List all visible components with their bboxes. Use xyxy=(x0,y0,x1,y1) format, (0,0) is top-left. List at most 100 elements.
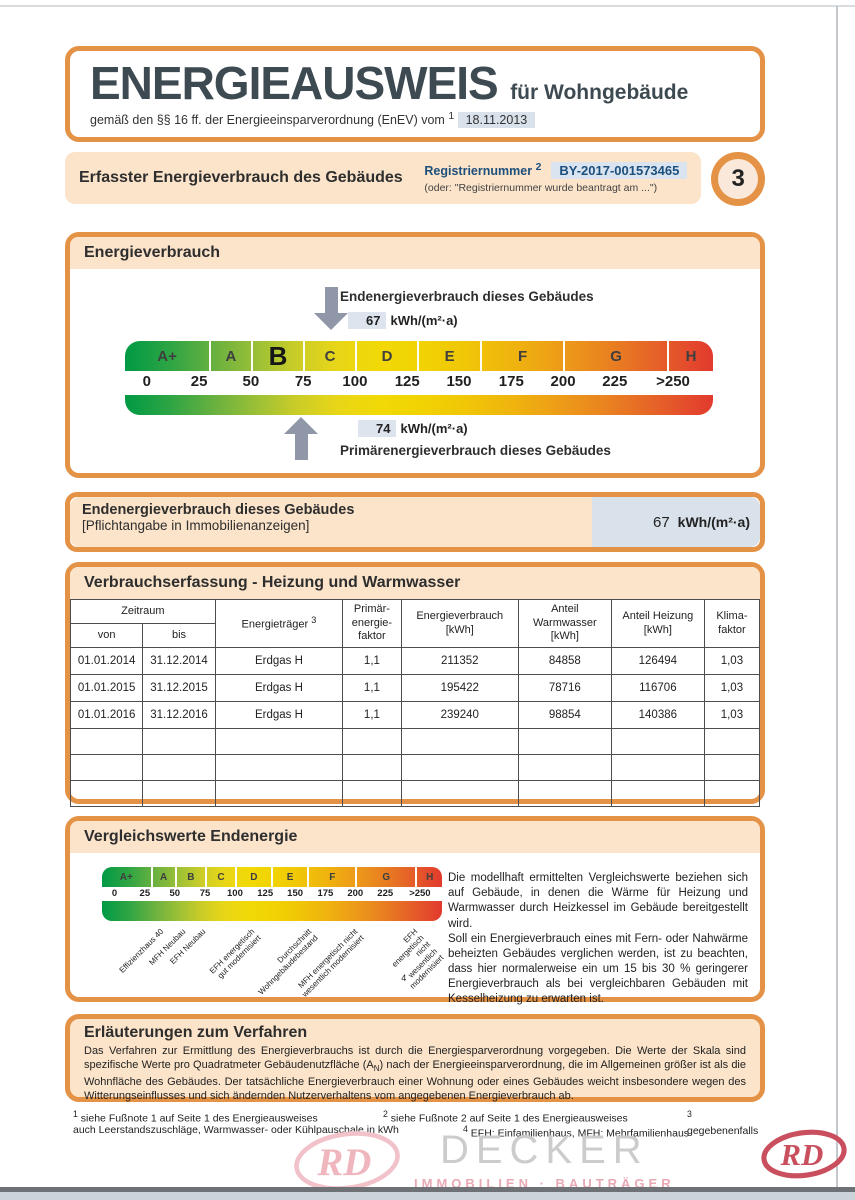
col-header-bis: bis xyxy=(142,623,216,648)
cell-primaerfaktor: 1,1 xyxy=(342,701,402,729)
cell-primaerfaktor: 1,1 xyxy=(342,674,402,702)
gradient-band xyxy=(125,395,713,415)
end-energy-value: 67 kWh/(m²·a) xyxy=(348,312,458,329)
cell-energietraeger: Erdgas H xyxy=(214,701,344,729)
rd-logo-icon: RD xyxy=(761,1129,847,1179)
comparison-scale: A+ A B C D E F G H 0 25 50 75 xyxy=(102,867,442,921)
class-segment-h: H xyxy=(667,341,713,371)
col-header-heizung: Anteil Heizung [kWh] xyxy=(610,599,705,648)
consumption-table-title: Verbrauchserfassung - Heizung und Warmwa… xyxy=(70,567,760,599)
primary-energy-label: Primärenergieverbrauch dieses Gebäudes xyxy=(340,443,611,458)
cell-heizung: 116706 xyxy=(610,674,705,702)
document-title: ENERGIEAUSWEIS xyxy=(90,57,499,109)
mini-tick: 25 xyxy=(139,888,151,899)
scale-tick: >250 xyxy=(656,373,690,390)
footnote-4: 4 EFH: Einfamilienhaus, MFH: Mehrfamilie… xyxy=(463,1124,690,1140)
law-reference-line: gemäß den §§ 16 ff. der Energieeinsparve… xyxy=(90,111,740,129)
cell-von: 01.01.2016 xyxy=(69,701,144,729)
header-box: ENERGIEAUSWEIS für Wohngebäude gemäß den… xyxy=(65,46,765,142)
mini-segment-c: C xyxy=(204,867,235,887)
mini-tick: 50 xyxy=(169,888,181,899)
col-header-primaerfaktor: Primär- energie- faktor xyxy=(342,599,402,648)
comparison-benchmark-labels: Effizienzhaus 40 MFH Neubau EFH Neubau E… xyxy=(102,925,445,999)
mini-segment-a: A xyxy=(150,867,175,887)
explanations-title: Erläuterungen zum Verfahren xyxy=(84,1024,308,1041)
scan-edge-bottom-light xyxy=(0,1192,855,1200)
comparison-body: A+ A B C D E F G H 0 25 50 75 xyxy=(70,853,760,1005)
brand-text: DECKER IMMOBILIEN · BAUTRÄGER xyxy=(414,1130,675,1191)
footnote-1: 1 siehe Fußnote 1 auf Seite 1 des Energi… xyxy=(73,1109,318,1125)
end-energy-number: 67 xyxy=(348,312,387,329)
footnote-2: 2 siehe Fußnote 2 auf Seite 1 des Energi… xyxy=(383,1109,628,1125)
mini-tick: 175 xyxy=(317,888,334,899)
table-row: 01.01.2016 31.12.2016 Erdgas H 1,1 23924… xyxy=(69,701,761,729)
scan-edge-right xyxy=(836,6,838,1188)
page-number-badge: 3 xyxy=(711,152,765,206)
scan-edge-bottom xyxy=(0,1187,855,1192)
energy-consumption-title: Energieverbrauch xyxy=(70,237,760,269)
table-row-empty xyxy=(69,728,761,755)
svg-text:RD: RD xyxy=(316,1141,371,1184)
mini-tick: 75 xyxy=(199,888,211,899)
mini-segment-e: E xyxy=(270,867,307,887)
law-text: gemäß den §§ 16 ff. der Energieeinsparve… xyxy=(90,113,445,128)
footnote-marker-2: 2 xyxy=(535,162,542,174)
comparison-gradient-band xyxy=(102,901,442,921)
class-segment-f: F xyxy=(480,341,563,371)
primary-energy-unit: kWh/(m²·a) xyxy=(400,421,468,436)
class-segment-g: G xyxy=(563,341,667,371)
end-energy-bar-number: 67 xyxy=(652,513,670,531)
col-header-klimafaktor: Klima- faktor xyxy=(703,599,761,648)
table-row: 01.01.2014 31.12.2014 Erdgas H 1,1 21135… xyxy=(69,647,761,675)
footnote-marker-4: 4 xyxy=(401,973,407,983)
comparison-paragraph-1: Die modellhaft ermittelten Vergleichswer… xyxy=(448,872,748,930)
end-energy-bar: Endenergieverbrauch dieses Gebäudes [Pfl… xyxy=(70,497,760,547)
col-header-energietraeger: Energieträger 3 xyxy=(214,599,344,648)
document-subtitle: für Wohngebäude xyxy=(510,81,689,104)
table-row-empty xyxy=(69,780,761,807)
scale-tick: 75 xyxy=(294,373,312,390)
primary-energy-arrow-up-icon xyxy=(284,417,318,460)
primary-energy-value: 74 kWh/(m²·a) xyxy=(358,420,468,437)
class-segment-a: A xyxy=(209,341,251,371)
footer: RD DECKER IMMOBILIEN · BAUTRÄGER RD xyxy=(0,1122,855,1191)
mini-segment-g: G xyxy=(355,867,415,887)
end-energy-bar-value: 67 kWh/(m²·a) xyxy=(592,497,760,547)
cell-energietraeger: Erdgas H xyxy=(214,647,344,675)
comparison-class-band: A+ A B C D E F G H xyxy=(102,867,442,887)
class-segment-aplus: A+ xyxy=(157,347,177,365)
end-energy-bar-box: Endenergieverbrauch dieses Gebäudes [Pfl… xyxy=(65,492,765,552)
comparison-paragraph-2: Soll ein Energieverbrauch eines mit Fern… xyxy=(448,932,748,1006)
energy-class-band: A+ A B C D E F G H xyxy=(125,341,713,371)
end-energy-bar-title: Endenergieverbrauch dieses Gebäudes xyxy=(82,502,355,518)
scale-tick: 150 xyxy=(446,373,472,390)
cell-warmwasser: 78716 xyxy=(517,674,612,702)
cell-energietraeger: Erdgas H xyxy=(214,674,344,702)
cell-heizung: 126494 xyxy=(610,647,705,675)
end-energy-unit: kWh/(m²·a) xyxy=(390,313,458,328)
cell-von: 01.01.2014 xyxy=(69,647,144,675)
explanations-body: Das Verfahren zur Ermittlung des Energie… xyxy=(70,1044,760,1109)
mini-segment-h: H xyxy=(415,867,442,887)
registration-label-text: Registriernummer xyxy=(424,164,533,179)
mini-tick: 225 xyxy=(377,888,394,899)
scale-tick: 25 xyxy=(190,373,208,390)
consumption-table: Zeitraum Energieträger 3 Primär- energie… xyxy=(69,599,761,807)
consumption-table-wrap: Zeitraum Energieträger 3 Primär- energie… xyxy=(69,599,761,807)
mini-tick: 200 xyxy=(347,888,364,899)
consumption-table-box: Verbrauchserfassung - Heizung und Warmwa… xyxy=(65,562,765,807)
cell-bis: 31.12.2016 xyxy=(142,701,216,729)
cell-primaerfaktor: 1,1 xyxy=(342,647,402,675)
footnotes: 1 siehe Fußnote 1 auf Seite 1 des Energi… xyxy=(65,1109,765,1141)
end-energy-bar-labels: Endenergieverbrauch dieses Gebäudes [Pfl… xyxy=(70,497,592,547)
mini-tick: >250 xyxy=(409,888,431,899)
footnote-3-continued: auch Leerstandszuschläge, Warmwasser- od… xyxy=(73,1124,399,1136)
cell-bis: 31.12.2015 xyxy=(142,674,216,702)
col-header-warmwasser: Anteil Warmwasser [kWh] xyxy=(517,599,612,648)
end-energy-bar-subtitle: [Pflichtangabe in Immobilienanzeigen] xyxy=(82,518,310,533)
benchmark-label: EFH energetisch gut modernisiert xyxy=(207,927,263,981)
end-energy-arrow-down-icon xyxy=(314,287,348,330)
scale-tick-row: 0 25 50 75 100 125 150 175 200 225 >250 xyxy=(125,371,713,395)
footnote-marker-1: 1 xyxy=(448,111,455,123)
